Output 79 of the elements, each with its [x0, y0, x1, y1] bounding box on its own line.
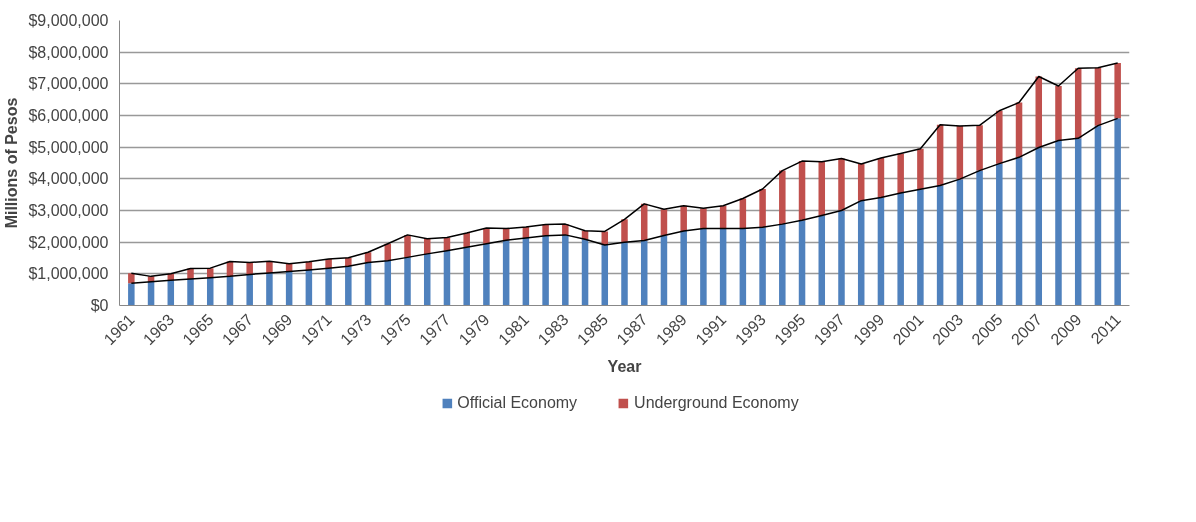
- line-series: [130, 117, 1119, 285]
- y-tick-label: $8,000,000: [28, 43, 109, 61]
- bar: [542, 235, 549, 306]
- y-tick-label: $2,000,000: [28, 233, 109, 251]
- y-tick-label: $3,000,000: [28, 202, 109, 219]
- legend-label: Underground Economy: [634, 394, 799, 412]
- bar: [1114, 62, 1121, 119]
- bar: [621, 242, 628, 306]
- bar: [246, 274, 253, 306]
- bar: [1114, 118, 1121, 306]
- bar: [404, 234, 411, 258]
- y-tick-label: $4,000,000: [28, 170, 109, 188]
- bar: [759, 188, 766, 228]
- bar: [1035, 147, 1043, 306]
- bar: [956, 179, 964, 306]
- bar: [680, 205, 687, 232]
- y-tick-label: $7,000,000: [28, 75, 109, 93]
- bar: [976, 170, 983, 306]
- bar: [877, 197, 885, 306]
- bar: [838, 158, 845, 211]
- bar: [483, 243, 490, 306]
- bar: [936, 185, 944, 306]
- bar: [996, 110, 1003, 164]
- bar: [996, 163, 1003, 306]
- bar: [601, 245, 609, 306]
- bar: [522, 238, 530, 306]
- bar: [128, 283, 135, 306]
- bar: [364, 262, 372, 306]
- bar: [1094, 125, 1102, 306]
- bar: [128, 273, 135, 284]
- bar: [562, 234, 569, 306]
- bar: [1015, 157, 1023, 306]
- bar: [838, 210, 845, 306]
- bar: [897, 153, 904, 194]
- bar: [1055, 86, 1062, 141]
- bar: [857, 200, 865, 306]
- bar: [680, 231, 687, 306]
- bar: [423, 253, 431, 306]
- bar: [384, 260, 392, 306]
- y-tick-label: $5,000,000: [28, 138, 109, 156]
- bar: [700, 208, 707, 229]
- y-tick-label: $6,000,000: [28, 107, 109, 124]
- bar: [1094, 67, 1102, 126]
- y-tick-label: $0: [90, 297, 109, 314]
- bar: [818, 215, 826, 306]
- bar: [1074, 138, 1082, 306]
- bar: [621, 219, 628, 243]
- x-axis-title: Year: [607, 358, 642, 376]
- bar: [759, 227, 766, 306]
- bar: [404, 257, 411, 306]
- bar: [779, 224, 786, 306]
- bar: [187, 278, 194, 306]
- bar: [325, 268, 332, 306]
- bar: [798, 220, 806, 306]
- y-tick-label: $9,000,000: [28, 12, 109, 29]
- y-tick-label: $1,000,000: [28, 265, 109, 283]
- bar: [779, 170, 786, 225]
- bar: [463, 247, 470, 306]
- bar: [739, 228, 747, 306]
- bar: [857, 163, 865, 201]
- bar: [502, 240, 510, 306]
- bar: [1055, 140, 1062, 306]
- bar: [266, 272, 273, 306]
- line-series: [130, 62, 1119, 278]
- bar: [818, 161, 826, 216]
- bar: [640, 240, 648, 306]
- y-axis-title: Millions of Pesos: [3, 97, 21, 229]
- bar: [897, 193, 904, 306]
- bar: [700, 228, 707, 306]
- bar: [976, 125, 983, 171]
- bar: [719, 228, 727, 306]
- bar: [581, 239, 589, 306]
- bar: [345, 266, 352, 306]
- bar: [660, 235, 668, 306]
- legend-label: Official Economy: [457, 394, 578, 412]
- bar: [443, 250, 451, 306]
- bar: [917, 148, 924, 190]
- bar: [463, 232, 470, 248]
- bar: [917, 189, 924, 306]
